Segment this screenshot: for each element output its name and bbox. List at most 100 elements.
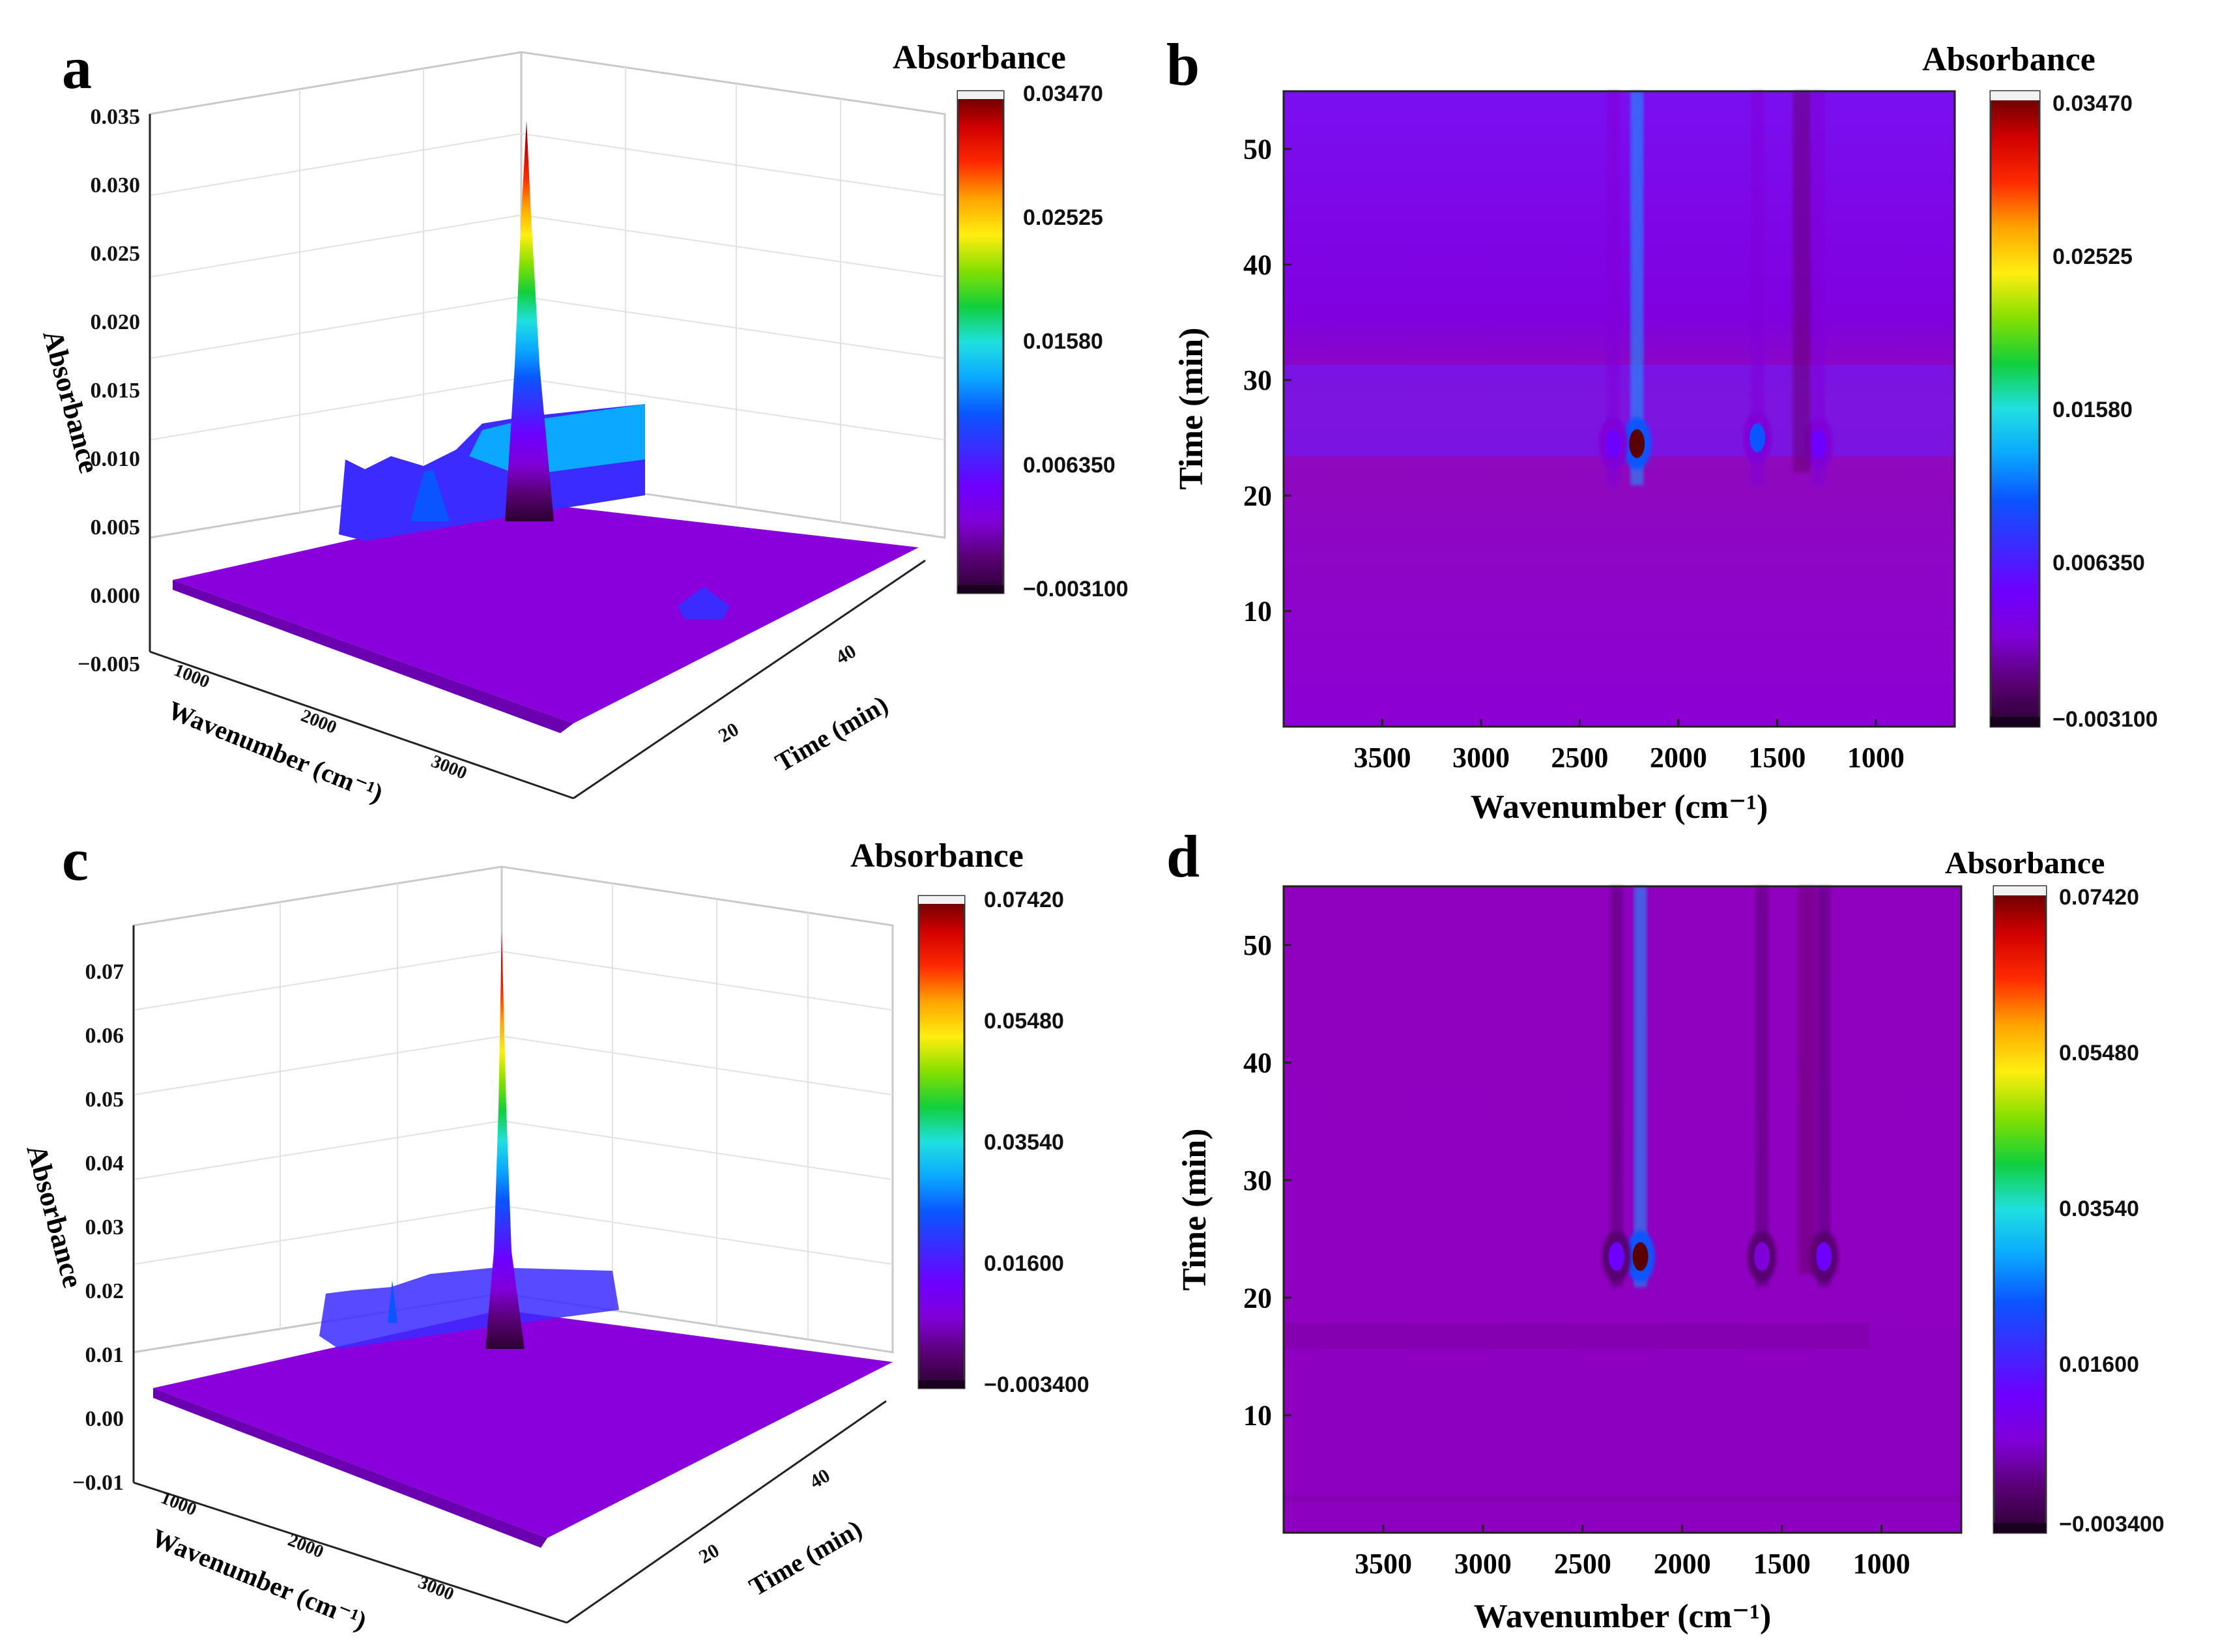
panel-b-colorbar: 0.03470 0.02525 0.01580 0.006350 −0.0031… (1989, 90, 2158, 732)
surface-floor (153, 1310, 893, 1538)
x-tick: 2000 (285, 1530, 326, 1563)
panel-label-a: a (62, 35, 92, 101)
peak-main (485, 932, 525, 1349)
z-tick: 0.000 (91, 584, 141, 608)
absorption-band (1793, 91, 1811, 472)
z-tick: 0.020 (91, 310, 141, 334)
z-tick: −0.005 (78, 652, 140, 676)
z-tick: 0.07 (85, 960, 124, 984)
surface-floor (173, 502, 919, 723)
panel-b: b Absorbance 0.03470 0.02525 0.01580 0.0… (1166, 31, 2158, 826)
x-tick: 3000 (1452, 742, 1510, 774)
panel-label-d: d (1166, 823, 1200, 890)
y-tick: 20 (1243, 480, 1272, 512)
colorbar-tick: 0.03540 (2059, 1196, 2139, 1221)
x-tick: 1000 (158, 1488, 199, 1520)
colorbar-tick: −0.003400 (2059, 1512, 2165, 1537)
z-tick: 0.005 (91, 515, 141, 540)
panel-d-colorbar: 0.07420 0.05480 0.03540 0.01600 −0.00340… (1993, 885, 2165, 1537)
feature-peak (1608, 1242, 1624, 1271)
feature-band (1817, 886, 1830, 1288)
colorbar-tick: 0.05480 (2059, 1041, 2139, 1065)
y-tick: 40 (806, 1464, 833, 1493)
x-tick: 2500 (1554, 1548, 1611, 1580)
panel-d-bands (1602, 886, 1838, 1288)
z-tick: 0.010 (91, 447, 141, 471)
y-tick: 50 (1243, 929, 1272, 961)
panel-c-ylabel: Time (min) (744, 1514, 867, 1602)
absorption-band (1798, 886, 1816, 1275)
panel-c-xlabel: Wavenumber (cm⁻¹) (148, 1523, 371, 1636)
surface-floor-shade (153, 1388, 547, 1548)
feature-peak (1632, 1242, 1649, 1271)
colorbar-tick: 0.07420 (984, 888, 1064, 912)
surface-ridge (319, 1268, 619, 1349)
z-tick: −0.01 (72, 1471, 124, 1495)
colorbar-tick: 0.03470 (1023, 81, 1103, 106)
z-tick: 0.00 (85, 1407, 124, 1431)
x-tick: 1000 (1847, 742, 1905, 774)
surface-floor-shade (173, 580, 573, 733)
panel-b-bands (1598, 91, 1833, 485)
feature-peak (1754, 1242, 1770, 1271)
x-tick: 3000 (1454, 1548, 1512, 1580)
peak-2 (410, 469, 450, 521)
z-tick: 0.04 (85, 1152, 124, 1176)
x-tick: 2000 (298, 706, 339, 738)
x-tick: 1000 (1853, 1548, 1910, 1580)
panel-b-ylabel: Time (min) (1173, 328, 1210, 490)
panel-a-colorbar-title: Absorbance (893, 39, 1066, 76)
y-tick: 50 (1243, 134, 1272, 166)
colorbar-tick: 0.006350 (1023, 453, 1116, 478)
feature-peak (1629, 429, 1645, 458)
y-tick: 20 (695, 1539, 723, 1568)
panel-a-ylabel: Time (min) (770, 689, 893, 777)
panel-d-ylabel: Time (min) (1176, 1129, 1213, 1291)
colorbar-tick: −0.003100 (2052, 707, 2158, 732)
z-tick: 0.02 (85, 1279, 124, 1303)
panel-d: d Absorbance 0.07420 0.05480 0.03540 0.0… (1166, 823, 2165, 1635)
panel-c-surface (153, 932, 893, 1548)
panel-d-xlabel: Wavenumber (cm⁻¹) (1474, 1598, 1772, 1635)
panel-c-colorbar-title: Absorbance (850, 837, 1024, 875)
panel-c-colorbar: 0.07420 0.05480 0.03540 0.01600 −0.00340… (917, 888, 1089, 1397)
x-tick: 2000 (1654, 1548, 1711, 1580)
y-tick: 40 (832, 640, 859, 669)
colorbar-tick: 0.006350 (2052, 551, 2145, 575)
panel-d-colorbar-title: Absorbance (1945, 846, 2105, 880)
feature-peak (1810, 429, 1826, 458)
colorbar-tick: 0.01600 (984, 1251, 1064, 1276)
panel-b-xlabel: Wavenumber (cm⁻¹) (1471, 789, 1768, 826)
y-tick: 20 (1243, 1282, 1272, 1314)
y-tick: 10 (1243, 596, 1272, 628)
colorbar-tick: 0.03540 (984, 1130, 1064, 1155)
panel-a-3d-box (149, 51, 946, 800)
panel-c-zlabel: Absorbance (20, 1141, 89, 1291)
feature-band (1630, 91, 1644, 485)
x-tick: 3000 (415, 1572, 457, 1605)
y-tick: 20 (715, 718, 742, 747)
feature-band (1606, 91, 1620, 485)
colorbar-tick: 0.07420 (2059, 885, 2139, 910)
z-tick: 0.06 (85, 1024, 124, 1048)
feature-band (1634, 886, 1647, 1288)
z-tick: 0.030 (91, 173, 141, 197)
panel-c: c Absorbance (20, 826, 1089, 1636)
colorbar-tick: 0.02525 (1023, 205, 1103, 230)
feature-band (1755, 886, 1769, 1288)
colorbar-tick: 0.01580 (2052, 398, 2133, 422)
colorbar-tick: 0.05480 (984, 1009, 1064, 1034)
feature-band (1609, 886, 1623, 1288)
x-tick: 1000 (171, 660, 212, 693)
z-tick: 0.01 (85, 1343, 124, 1367)
feature-peak (1605, 429, 1621, 458)
panel-a-z-ticks: 0.035 0.030 0.025 0.020 0.015 0.010 0.00… (78, 105, 140, 676)
x-tick: 3500 (1353, 742, 1411, 774)
x-tick: 2500 (1551, 742, 1608, 774)
feature-peak (1750, 423, 1766, 452)
panel-a: a Absorbance (36, 35, 1128, 808)
panel-label-b: b (1166, 31, 1200, 98)
colorbar-tick: −0.003100 (1023, 577, 1129, 601)
panel-b-colorbar-title: Absorbance (1922, 41, 2096, 78)
